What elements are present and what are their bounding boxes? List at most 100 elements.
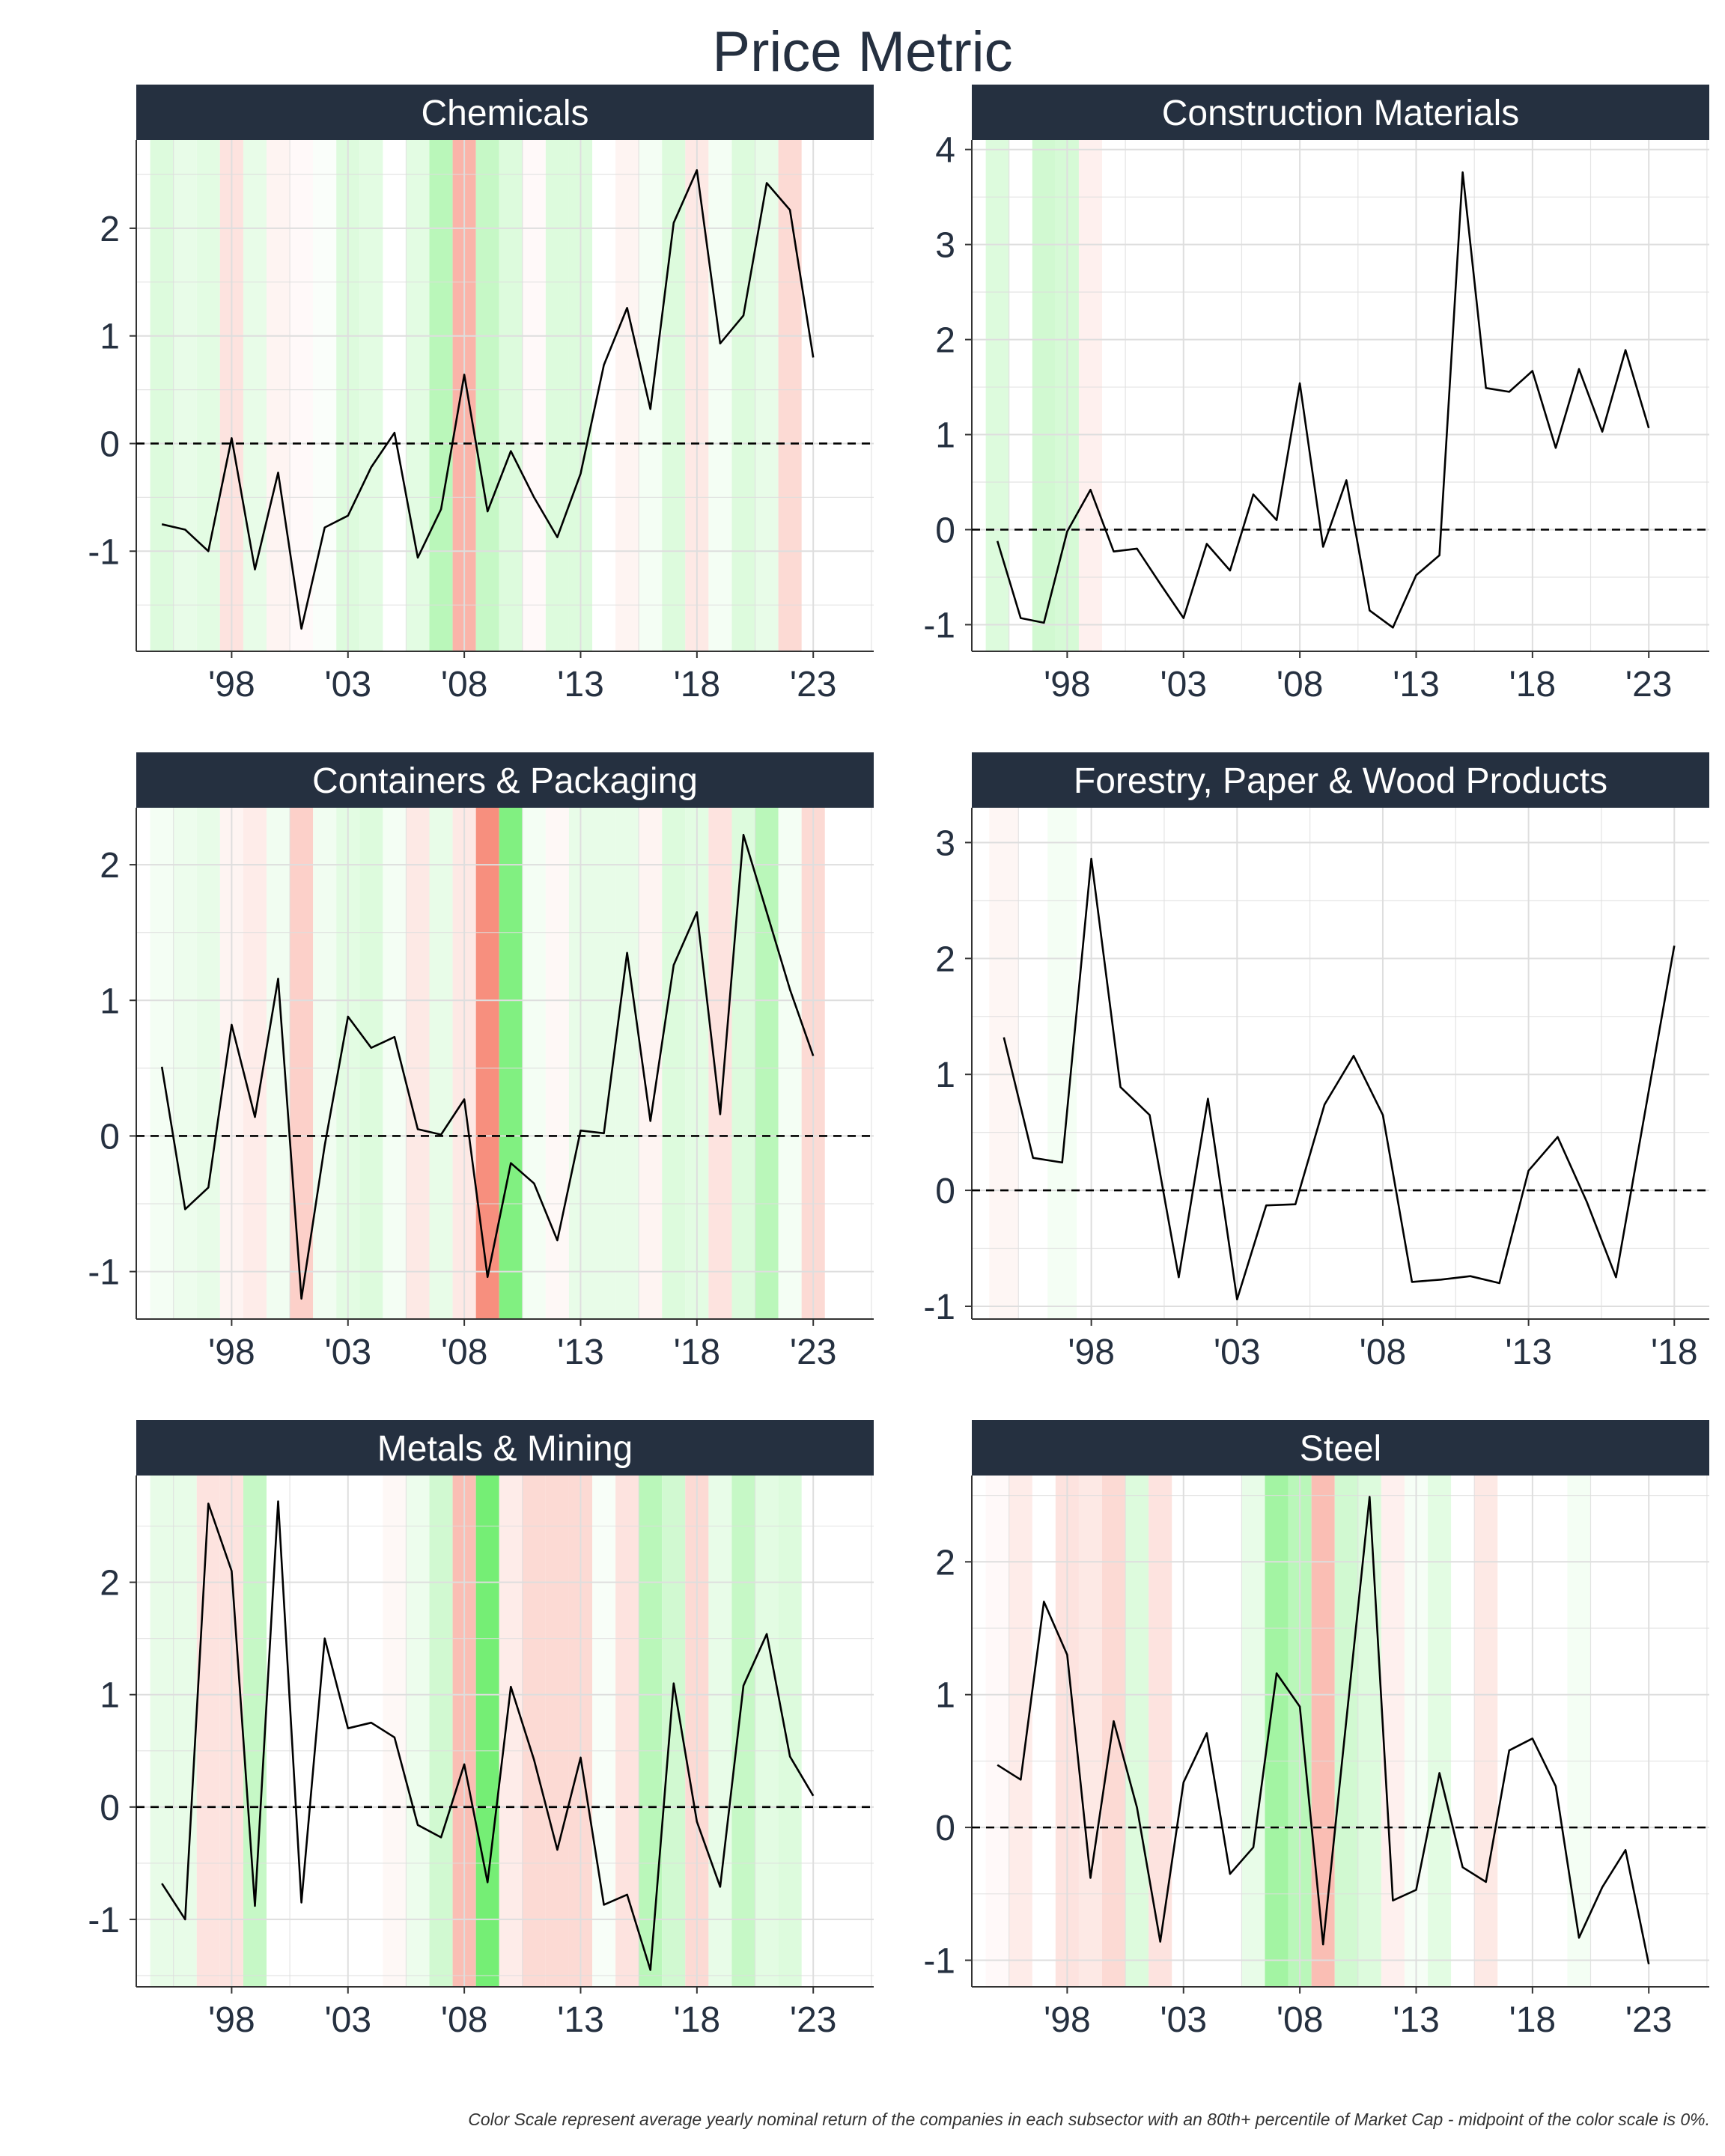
x-tick-label: '23 (1625, 2000, 1673, 2040)
return-band (1078, 1476, 1103, 1987)
x-tick-label: '13 (1393, 665, 1440, 704)
y-tick-label: 1 (100, 1676, 120, 1716)
return-band (267, 140, 290, 651)
return-band (1032, 140, 1056, 651)
return-band (313, 808, 337, 1319)
panel-title: Chemicals (421, 94, 588, 133)
return-band (1125, 1476, 1149, 1987)
return-band (499, 808, 523, 1319)
x-tick-label: '03 (1214, 1333, 1261, 1372)
return-band (290, 140, 314, 651)
x-tick-label: '08 (441, 1333, 488, 1372)
panel-strip (972, 85, 1709, 140)
chart-panel: Metals & Mining -1 0 1 2 '98 '03 '08 '13 '18 '23 (88, 1420, 874, 2040)
return-band (313, 140, 337, 651)
y-tick-label: -1 (923, 1942, 955, 1982)
panel-strip (972, 1420, 1709, 1476)
panel-title: Steel (1300, 1429, 1381, 1469)
y-tick-label: 0 (100, 1117, 120, 1157)
return-band (1149, 1476, 1172, 1987)
y-tick-label: 2 (935, 940, 955, 979)
return-band (1334, 1476, 1358, 1987)
y-tick-label: 2 (100, 1564, 120, 1604)
series-line (160, 833, 815, 1300)
return-band (383, 808, 407, 1319)
return-band (406, 1476, 430, 1987)
series-line (1003, 857, 1676, 1300)
panel-title: Construction Materials (1162, 94, 1520, 133)
x-tick-label: '08 (441, 2000, 488, 2040)
y-tick-label: 1 (100, 317, 120, 357)
x-tick-label: '03 (324, 1333, 371, 1372)
return-band (359, 140, 383, 651)
return-band (475, 140, 499, 651)
panel-strip (136, 752, 874, 808)
chart-panel: Construction Materials -1 0 1 2 3 4 '98 '03 '08 '1… (923, 85, 1709, 704)
y-tick-label: 1 (935, 416, 955, 456)
return-band (475, 808, 499, 1319)
panel-strip (136, 1420, 874, 1476)
x-tick-label: '98 (1044, 665, 1091, 704)
return-band (429, 808, 453, 1319)
return-band (243, 808, 267, 1319)
y-tick-label: 1 (935, 1056, 955, 1095)
y-tick-label: 0 (935, 511, 955, 551)
return-band (778, 808, 802, 1319)
return-band (545, 140, 569, 651)
return-band (989, 808, 1019, 1319)
y-tick-label: -1 (923, 1288, 955, 1327)
series-line (997, 1496, 1650, 1965)
x-tick-label: '08 (1277, 665, 1324, 704)
return-band (429, 140, 453, 651)
y-tick-label: -1 (88, 1901, 120, 1940)
panel-strip (972, 752, 1709, 808)
x-tick-label: '13 (557, 665, 604, 704)
return-band (592, 1476, 616, 1987)
y-tick-label: 2 (100, 210, 120, 249)
return-band (499, 140, 523, 651)
x-tick-label: '08 (441, 665, 488, 704)
return-band (545, 1476, 569, 1987)
x-tick-label: '18 (674, 1333, 721, 1372)
return-band (406, 140, 430, 651)
return-band (173, 140, 197, 651)
return-band (1428, 1476, 1452, 1987)
x-tick-label: '98 (208, 2000, 255, 2040)
chart-panel: Containers & Packaging -1 0 1 2 '98 '03 '08 '13 '… (88, 752, 874, 1372)
return-band (290, 808, 314, 1319)
y-tick-label: -1 (88, 532, 120, 572)
return-band (545, 808, 569, 1319)
return-band (755, 808, 779, 1319)
return-band (243, 140, 267, 651)
return-band (1474, 1476, 1498, 1987)
return-band (475, 1476, 499, 1987)
y-tick-label: 2 (935, 321, 955, 361)
x-tick-label: '18 (674, 2000, 721, 2040)
y-tick-label: 1 (935, 1676, 955, 1716)
panel-strip (136, 85, 874, 140)
return-band (243, 1476, 267, 1987)
return-band (708, 140, 732, 651)
return-band (406, 808, 430, 1319)
y-tick-label: 0 (935, 1809, 955, 1848)
return-band (267, 808, 290, 1319)
x-tick-label: '08 (1360, 1333, 1407, 1372)
x-tick-label: '03 (1160, 665, 1207, 704)
panel-title: Containers & Packaging (312, 761, 698, 801)
return-band (196, 140, 220, 651)
return-band (359, 808, 383, 1319)
y-tick-label: 2 (935, 1543, 955, 1583)
x-tick-label: '13 (1505, 1333, 1552, 1372)
x-tick-label: '13 (1393, 2000, 1440, 2040)
return-band (173, 1476, 197, 1987)
return-band (1311, 1476, 1335, 1987)
y-tick-label: -1 (923, 606, 955, 645)
return-band (615, 808, 639, 1319)
return-band (1102, 1476, 1126, 1987)
return-band (615, 140, 639, 651)
return-band (731, 140, 755, 651)
x-tick-label: '13 (557, 2000, 604, 2040)
return-band (499, 1476, 523, 1987)
x-tick-label: '23 (790, 2000, 837, 2040)
